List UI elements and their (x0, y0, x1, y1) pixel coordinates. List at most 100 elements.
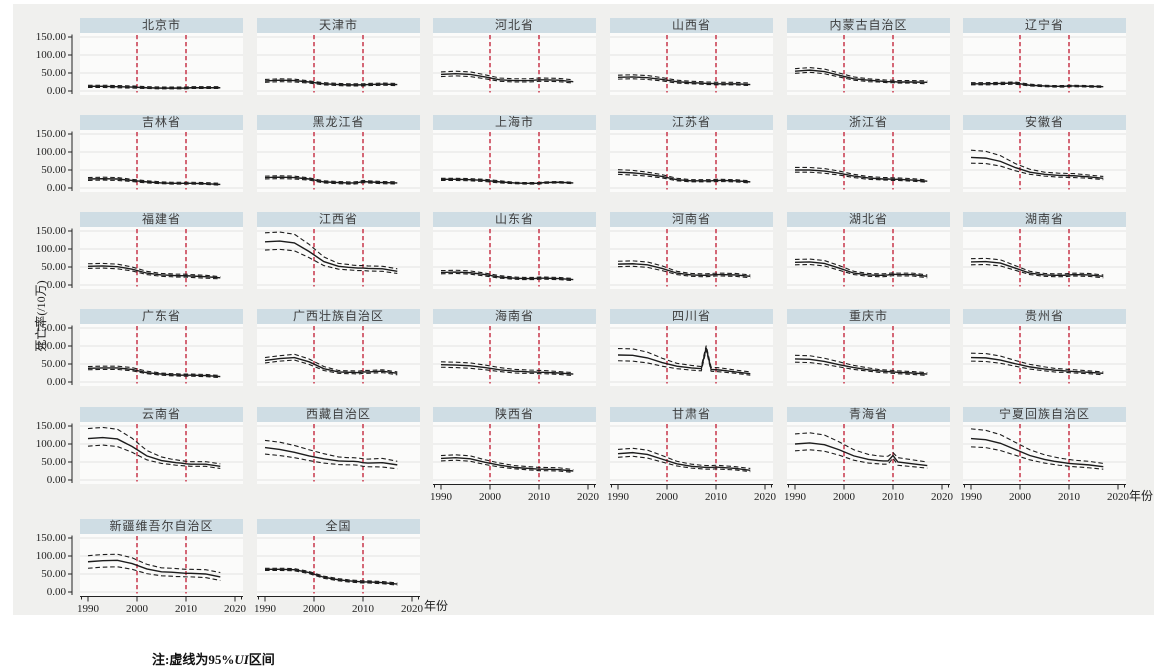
x-tick-label: 2020 (401, 603, 423, 615)
panel-plot-31 (80, 534, 243, 596)
mean-line (794, 358, 928, 375)
x-tick-label: 1990 (607, 491, 629, 503)
lower-ci-line (87, 368, 221, 379)
mean-line (87, 265, 221, 279)
lower-ci-line (617, 455, 751, 473)
y-axis-row-3 (68, 228, 73, 288)
mean-line (440, 271, 574, 281)
y-tick-label: 150.00 (35, 31, 66, 43)
x-tick-label: 2000 (479, 491, 501, 503)
y-tick-label: 150.00 (35, 420, 66, 432)
y-axis-row-6 (68, 535, 73, 595)
lower-ci-line (794, 449, 928, 469)
upper-ci-line (970, 352, 1104, 373)
lower-ci-line (794, 361, 928, 377)
y-axis-row-1 (68, 34, 73, 94)
y-axis-row-4 (68, 325, 73, 385)
panel-header-11: 浙江省 (787, 115, 950, 130)
y-tick-label: 50.00 (41, 358, 66, 370)
panel-header-7: 吉林省 (80, 115, 243, 130)
y-tick-label: 100.00 (35, 49, 66, 61)
lower-ci-line (88, 86, 221, 90)
x-tick-label: 2020 (224, 603, 246, 615)
x-tick-label: 2010 (705, 491, 727, 503)
lower-ci-line (970, 446, 1104, 470)
x-tick-label: 2010 (175, 603, 197, 615)
panel-plot-area (963, 227, 1126, 289)
mean-line (265, 568, 398, 585)
mean-line (617, 263, 751, 278)
x-tick-label: 2010 (528, 491, 550, 503)
mean-line (440, 364, 574, 375)
mean-line (441, 178, 574, 185)
panel-plot-19 (80, 324, 243, 386)
upper-ci-line (440, 70, 574, 81)
upper-ci-line (264, 175, 398, 183)
panel-plot-23 (787, 324, 950, 386)
y-tick-label: 100.00 (35, 243, 66, 255)
panel-plot-area (257, 422, 420, 484)
panel-plot-area (257, 534, 420, 596)
panel-plot-area (80, 227, 243, 289)
panel-plot-area (257, 33, 420, 95)
panel-plot-area (433, 33, 596, 95)
lower-ci-line (264, 81, 398, 87)
panel-header-27: 陕西省 (433, 407, 596, 422)
lower-ci-line (794, 263, 928, 279)
panel-plot-7 (80, 130, 243, 192)
panel-header-22: 四川省 (610, 309, 773, 324)
lower-ci-line (617, 173, 751, 184)
mean-line (440, 456, 574, 472)
panel-plot-29 (787, 422, 950, 484)
panel-plot-area (963, 130, 1126, 192)
panel-plot-26 (257, 422, 420, 484)
panel-header-29: 青海省 (787, 407, 950, 422)
panel-header-19: 广东省 (80, 309, 243, 324)
panel-plot-area (787, 33, 950, 95)
panel-header-31: 新疆维吾尔自治区 (80, 519, 243, 534)
upper-ci-line (440, 454, 574, 471)
x-tick-label: 1990 (254, 603, 276, 615)
panel-plot-11 (787, 130, 950, 192)
note-suffix: 区间 (248, 652, 275, 667)
mean-line (617, 451, 751, 471)
lower-ci-line (264, 453, 398, 470)
lower-ci-line (794, 71, 928, 85)
upper-ci-line (617, 169, 751, 182)
upper-ci-line (264, 353, 398, 373)
lower-ci-line (264, 178, 398, 185)
panel-plot-2 (257, 33, 420, 95)
y-axis-row-5 (68, 423, 73, 483)
note-prefix: 注:虚线为95% (152, 652, 235, 667)
x-tick-label: 2010 (352, 603, 374, 615)
upper-ci-line (794, 258, 928, 276)
x-tick-label: 2020 (1107, 491, 1129, 503)
lower-ci-line (970, 263, 1104, 279)
upper-ci-line (794, 67, 928, 82)
lower-ci-line (265, 569, 398, 586)
panel-header-28: 甘肃省 (610, 407, 773, 422)
panel-header-6: 辽宁省 (963, 18, 1126, 33)
lower-ci-line (617, 349, 751, 376)
mean-line (795, 169, 928, 182)
panel-header-3: 河北省 (433, 18, 596, 33)
lower-ci-line (970, 360, 1104, 376)
lower-ci-line (264, 359, 398, 376)
panel-plot-area (80, 534, 243, 596)
panel-plot-17 (787, 227, 950, 289)
lower-ci-line (440, 366, 574, 377)
mean-line (794, 442, 928, 467)
panel-plot-area (787, 422, 950, 484)
x-axis-28 (610, 484, 773, 490)
panel-plot-30 (963, 422, 1126, 484)
y-tick-label: 0.00 (46, 85, 66, 97)
upper-ci-line (87, 262, 221, 278)
x-tick-label: 2020 (931, 491, 953, 503)
panel-header-23: 重庆市 (787, 309, 950, 324)
panel-plot-22 (610, 324, 773, 386)
panel-header-30: 宁夏回族自治区 (963, 407, 1126, 422)
x-axis-30 (963, 484, 1126, 490)
panel-plot-10 (610, 130, 773, 192)
mean-line (87, 559, 221, 578)
x-tick-label: 2020 (754, 491, 776, 503)
